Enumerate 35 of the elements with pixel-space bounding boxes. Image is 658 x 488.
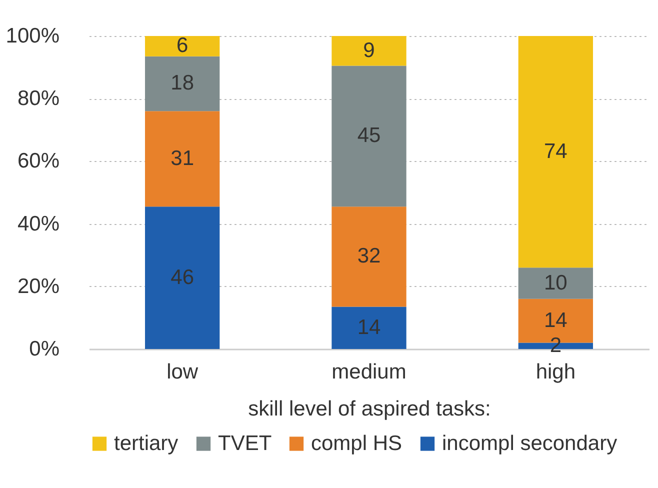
bar (518, 36, 593, 268)
y-tick-label: 0% (29, 338, 60, 360)
legend-label: tertiary (114, 432, 179, 455)
y-tick-label: 40% (17, 212, 60, 236)
bar (145, 111, 220, 207)
x-axis-title: skill level of aspired tasks: (248, 398, 491, 420)
data-label: 9 (363, 38, 375, 62)
bar (145, 206, 220, 349)
data-label: 6 (176, 34, 188, 58)
bar (145, 56, 220, 112)
x-tick-label: low (166, 360, 199, 384)
bar (518, 268, 593, 299)
bar (145, 36, 220, 56)
bar (332, 36, 406, 66)
data-label: 74 (544, 140, 568, 163)
y-tick-label: 60% (17, 150, 60, 173)
bar (332, 306, 406, 349)
data-label: 46 (170, 266, 194, 289)
bar (332, 206, 406, 307)
y-tick-label: 80% (17, 87, 60, 110)
legend-label: compl HS (311, 432, 402, 455)
data-label: 14 (357, 316, 381, 339)
data-label: 14 (544, 308, 568, 332)
data-label: 45 (357, 124, 381, 148)
legend-label: TVET (218, 432, 272, 455)
data-label: 18 (170, 72, 194, 95)
bar (332, 66, 406, 207)
data-label: 10 (544, 271, 568, 294)
x-tick-label: high (536, 360, 576, 384)
x-tick-label: medium (332, 360, 406, 384)
y-tick-label: 100% (6, 24, 60, 48)
y-tick-label: 20% (17, 274, 60, 298)
data-label: 32 (357, 244, 381, 268)
data-label: 31 (170, 146, 194, 170)
legend-label: incompl secondary (442, 432, 618, 455)
